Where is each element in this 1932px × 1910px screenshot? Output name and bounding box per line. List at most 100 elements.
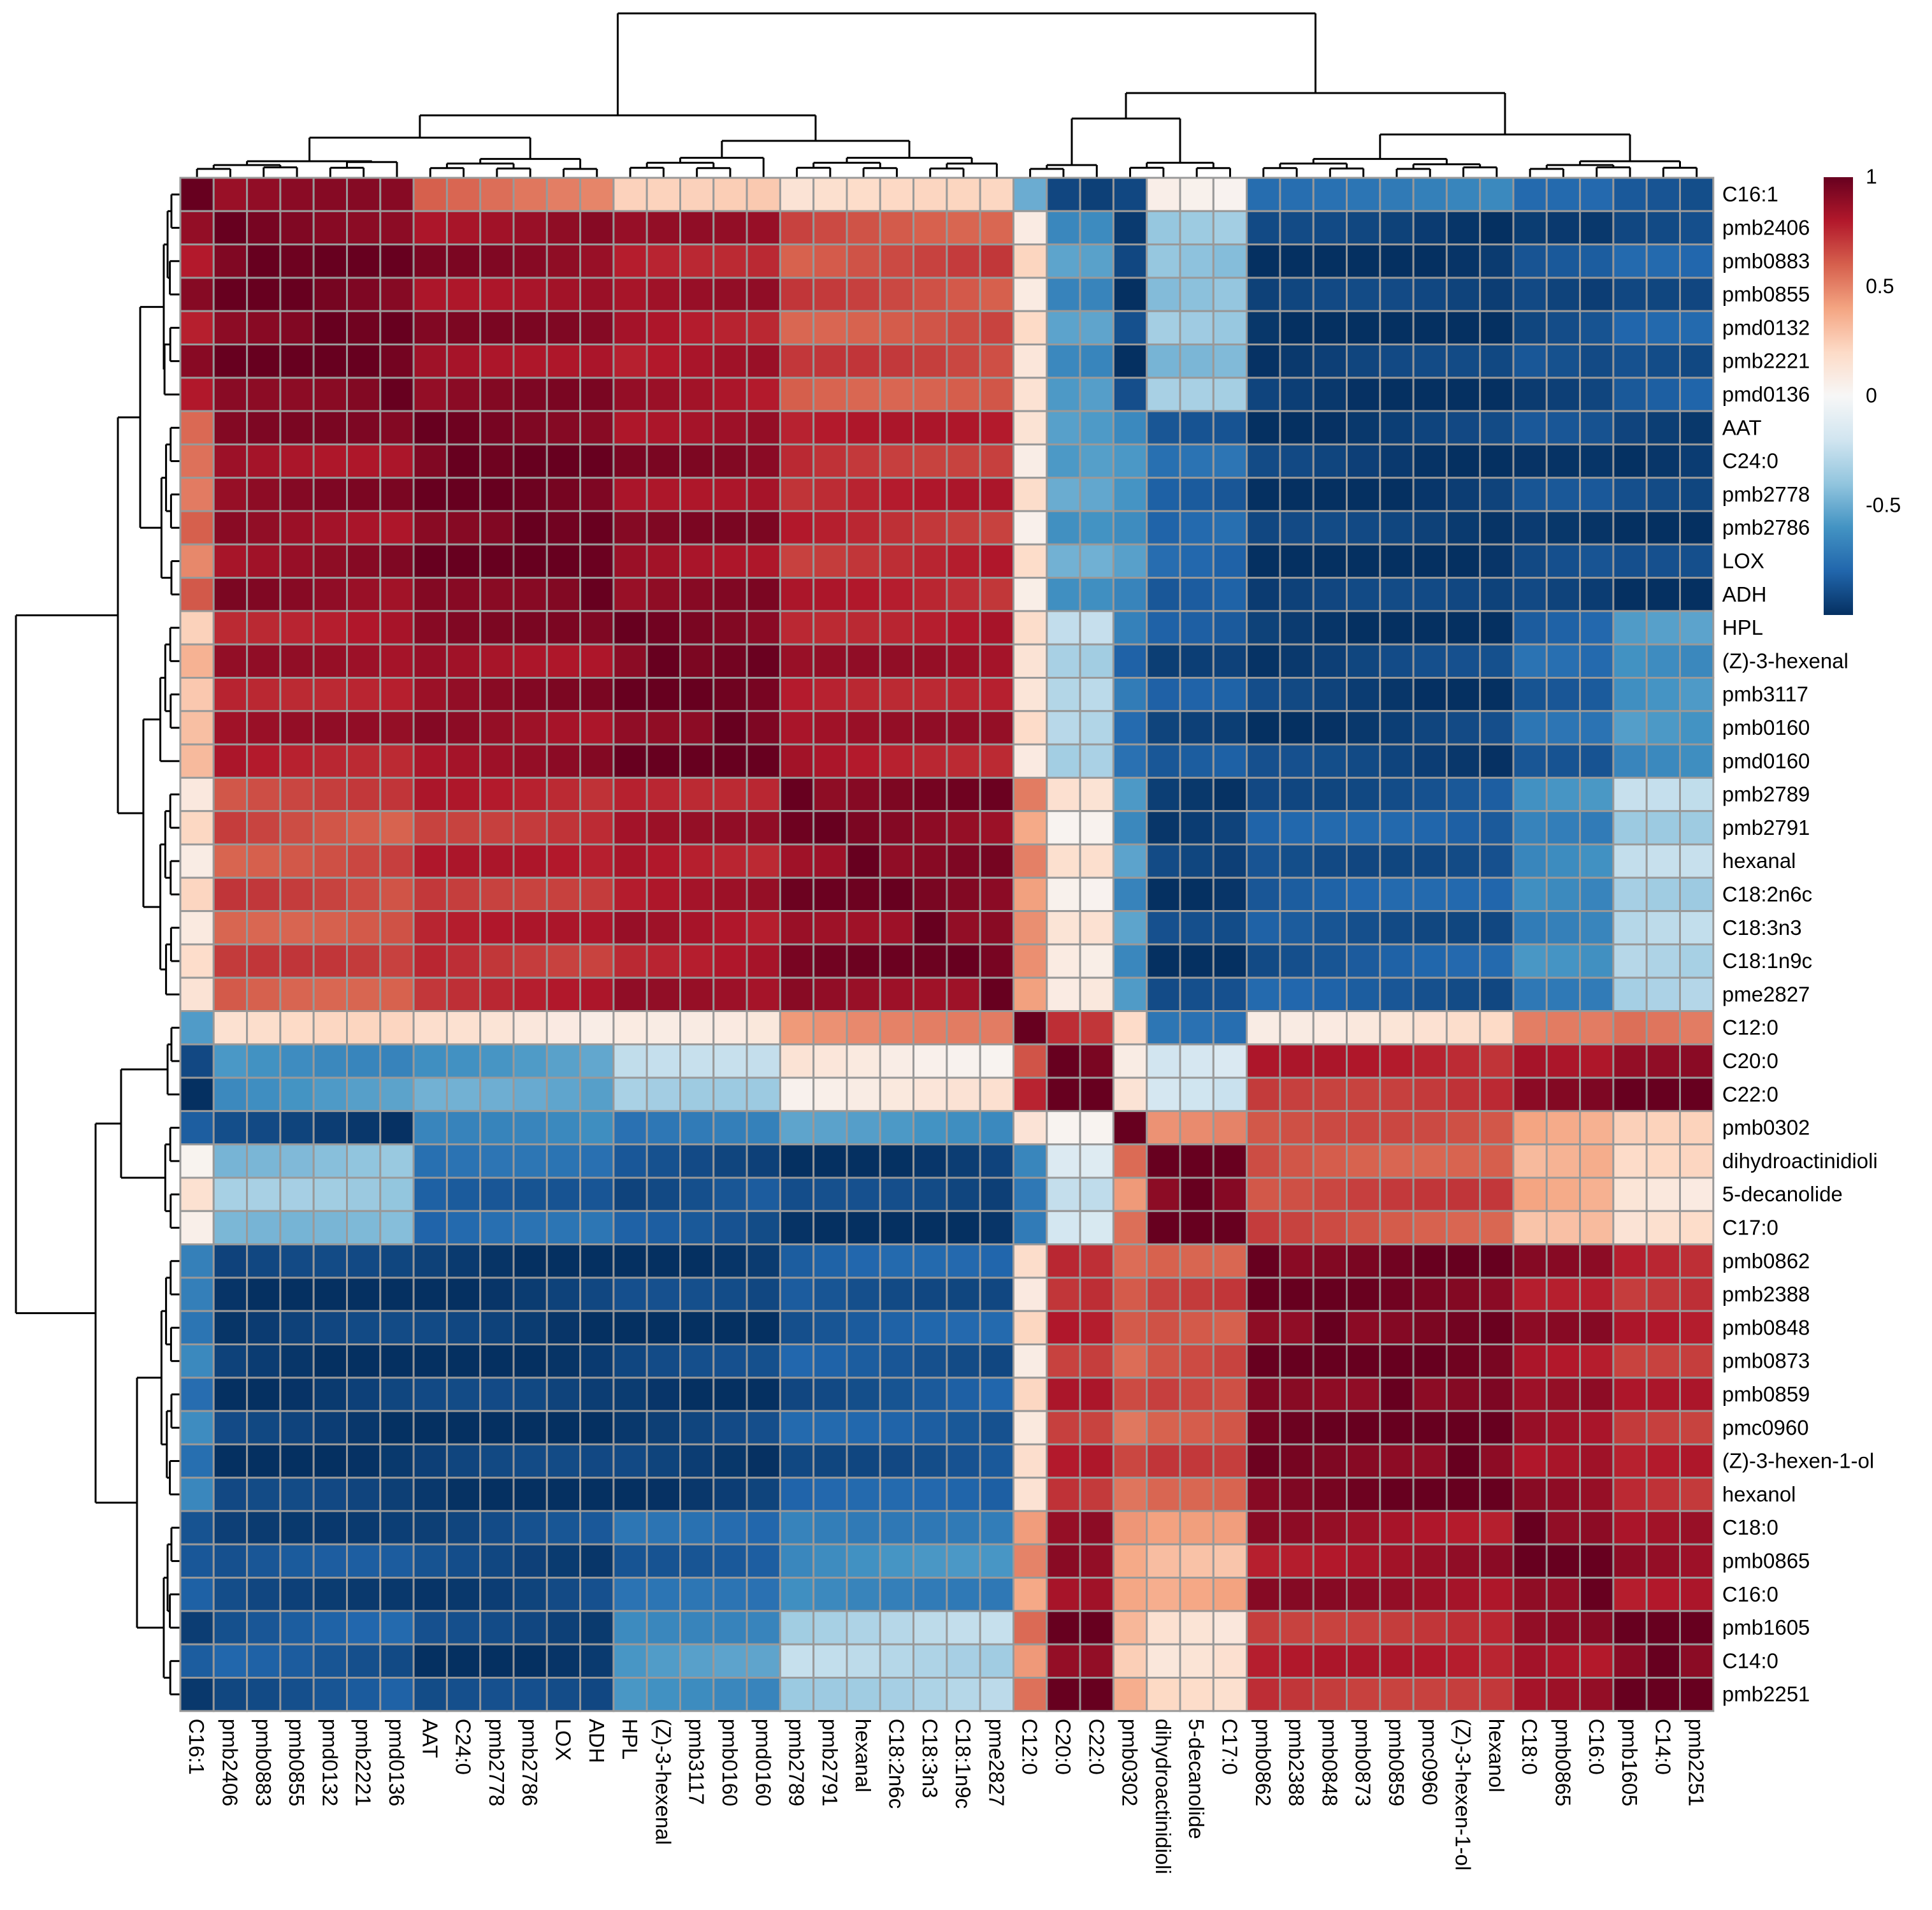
heatmap-cell: [946, 377, 981, 412]
heatmap-cell: [1545, 1377, 1582, 1412]
heatmap-cell: [212, 1510, 249, 1545]
column-label: pme2827: [984, 1719, 1008, 1807]
heatmap-cell: [645, 310, 682, 346]
row-label: pmb2388: [1722, 1282, 1810, 1306]
heatmap-cell: [612, 310, 648, 346]
heatmap-cell: [712, 1110, 748, 1146]
heatmap-cell: [812, 1110, 848, 1146]
heatmap-cell: [246, 976, 282, 1012]
heatmap-cell: [1279, 1377, 1315, 1412]
heatmap-cell: [1579, 1677, 1615, 1712]
heatmap-cell: [812, 543, 848, 579]
heatmap-cell: [445, 1076, 482, 1112]
heatmap-cell: [912, 1310, 948, 1345]
heatmap-cell: [179, 1510, 215, 1545]
heatmap-cell: [812, 1510, 848, 1545]
heatmap-cell: [1179, 243, 1215, 279]
heatmap-cell: [412, 1143, 448, 1179]
heatmap-cell: [545, 1610, 582, 1646]
heatmap-cell: [1679, 677, 1715, 713]
heatmap-cell: [179, 1310, 215, 1345]
heatmap-cell: [879, 1110, 915, 1146]
heatmap-cell: [212, 1277, 249, 1312]
heatmap-cell: [1112, 477, 1148, 512]
heatmap-cell: [412, 1076, 448, 1112]
heatmap-cell: [812, 1043, 848, 1079]
heatmap-cell: [1079, 243, 1114, 279]
heatmap-cell: [379, 776, 415, 813]
heatmap-cell: [779, 177, 815, 212]
heatmap-cell: [1612, 976, 1648, 1012]
heatmap-cell: [979, 776, 1014, 813]
heatmap-cell: [1512, 643, 1548, 679]
heatmap-cell: [979, 577, 1014, 612]
heatmap-cell: [1379, 910, 1415, 946]
heatmap-cell: [445, 1443, 482, 1479]
heatmap-cell: [1246, 1443, 1281, 1479]
heatmap-cell: [1112, 344, 1148, 379]
heatmap-cell: [279, 410, 315, 445]
heatmap-cell: [579, 1110, 615, 1146]
heatmap-cell: [1279, 1010, 1315, 1046]
heatmap-cell: [1479, 1643, 1515, 1679]
heatmap-cell: [346, 810, 382, 846]
heatmap-cell: [1312, 943, 1348, 979]
heatmap-cell: [1579, 310, 1615, 346]
heatmap-cell: [1212, 277, 1248, 312]
heatmap-cell: [645, 1343, 682, 1379]
heatmap-cell: [946, 1643, 981, 1679]
heatmap-cell: [1279, 243, 1315, 279]
heatmap-cell: [445, 1377, 482, 1412]
heatmap-cell: [279, 1510, 315, 1545]
heatmap-cell: [1112, 377, 1148, 412]
heatmap-cell: [1146, 543, 1181, 579]
heatmap-cell: [1579, 1377, 1615, 1412]
heatmap-cell: [912, 277, 948, 312]
heatmap-cell: [1512, 177, 1548, 212]
heatmap-cell: [279, 1076, 315, 1112]
heatmap-cell: [1645, 843, 1681, 879]
heatmap-cell: [1445, 710, 1481, 746]
heatmap-cell: [879, 1410, 915, 1445]
heatmap-cell: [1346, 976, 1381, 1012]
heatmap-cell: [1212, 1110, 1248, 1146]
row-label: C17:0: [1722, 1215, 1778, 1239]
heatmap-cell: [746, 1143, 781, 1179]
heatmap-cell: [612, 177, 648, 212]
row-label: pmb2406: [1722, 215, 1810, 239]
heatmap-cell: [279, 743, 315, 779]
heatmap-cell: [1612, 1343, 1648, 1379]
heatmap-cell: [412, 1643, 448, 1679]
heatmap-cell: [746, 677, 781, 713]
heatmap-cell: [1679, 1310, 1715, 1345]
heatmap-cell: [579, 743, 615, 779]
heatmap-cell: [746, 344, 781, 379]
heatmap-cell: [512, 976, 548, 1012]
heatmap-cell: [1612, 277, 1648, 312]
heatmap-cell: [1079, 910, 1114, 946]
heatmap-cell: [645, 477, 682, 512]
column-label: C16:1: [185, 1719, 208, 1775]
heatmap-cell: [279, 344, 315, 379]
heatmap-cell: [1445, 1610, 1481, 1646]
heatmap-cell: [1645, 177, 1681, 212]
heatmap-cell: [1279, 443, 1315, 479]
heatmap-cell: [279, 677, 315, 713]
heatmap-cell: [545, 1377, 582, 1412]
heatmap-cell: [912, 543, 948, 579]
heatmap-cell: [645, 677, 682, 713]
heatmap-cell: [679, 1010, 715, 1046]
heatmap-cell: [412, 910, 448, 946]
heatmap-cell: [1379, 210, 1415, 246]
heatmap-cell: [879, 477, 915, 512]
heatmap-cell: [1279, 1543, 1315, 1579]
heatmap-cell: [979, 843, 1014, 879]
heatmap-cell: [1279, 710, 1315, 746]
heatmap-cell: [1379, 1677, 1415, 1712]
heatmap-cell: [312, 243, 349, 279]
heatmap-cell: [212, 876, 249, 913]
heatmap-cell: [479, 277, 515, 312]
heatmap-cell: [1379, 776, 1415, 813]
heatmap-cell: [1612, 1577, 1648, 1612]
heatmap-cell: [212, 1477, 249, 1512]
